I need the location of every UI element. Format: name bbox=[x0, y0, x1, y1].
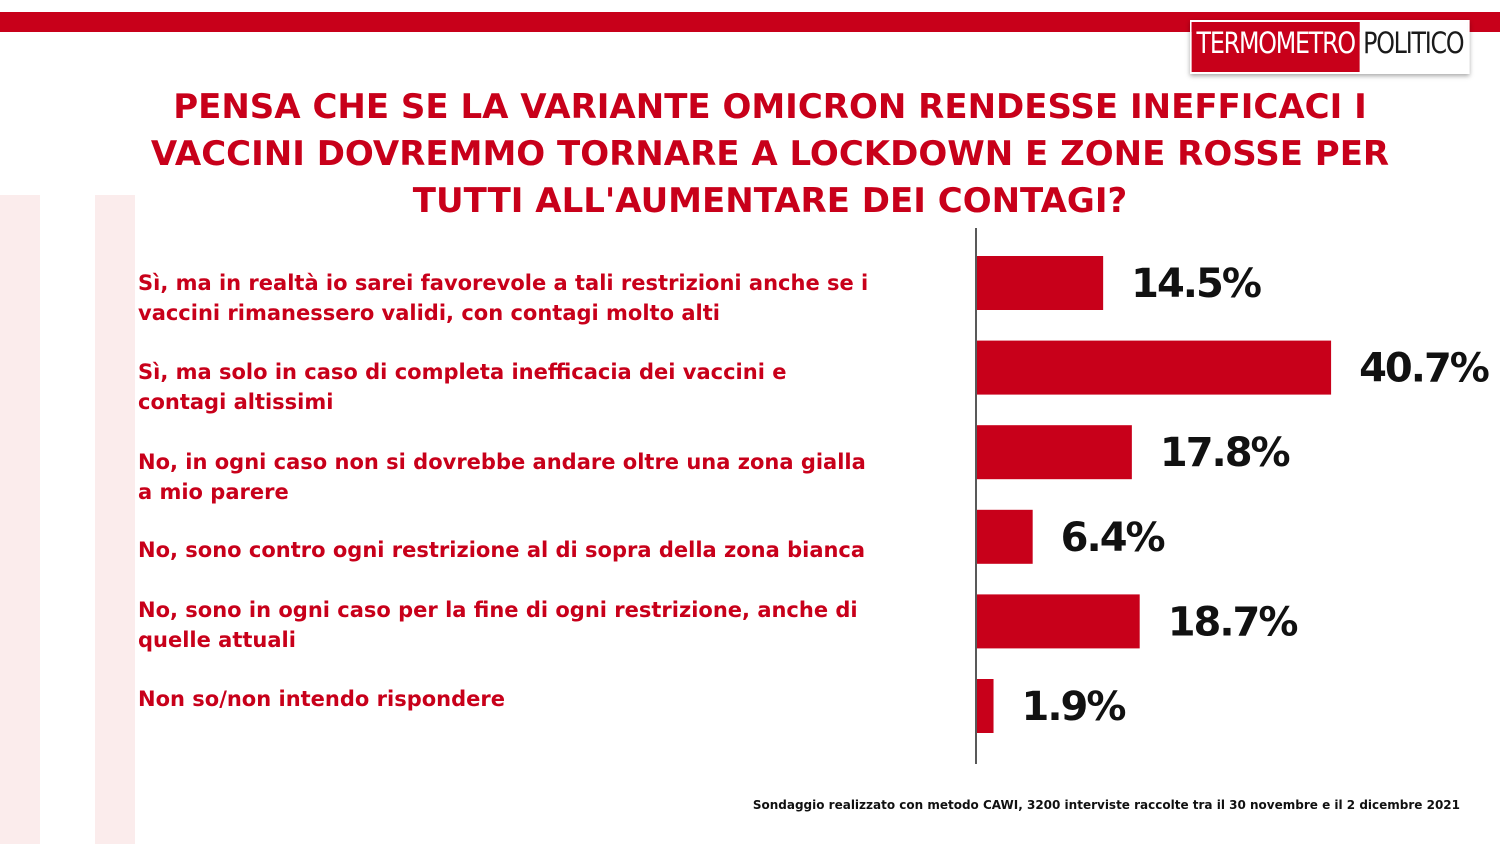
top-bar bbox=[0, 12, 1500, 32]
background-watermark-stroke bbox=[0, 195, 40, 844]
category-label: Non so/non intendo rispondere bbox=[138, 684, 958, 714]
bar-value-label: 1.9% bbox=[1022, 684, 1126, 730]
bar bbox=[977, 340, 1332, 395]
background-watermark-stroke bbox=[95, 195, 135, 844]
bar-value-label: 40.7% bbox=[1359, 346, 1489, 392]
category-label-line: No, in ogni caso non si dovrebbe andare … bbox=[138, 450, 866, 474]
category-label-line: Non so/non intendo rispondere bbox=[138, 687, 505, 711]
bar bbox=[977, 509, 1033, 564]
bar-value-label: 6.4% bbox=[1061, 515, 1165, 561]
category-label-line: quelle attuali bbox=[138, 628, 296, 652]
bars-group: 14.5% 40.7% 17.8% 6.4%18.7% 1.9% bbox=[977, 256, 1491, 733]
termometro-politico-logo: TERMOMETRO POLITICO bbox=[1190, 20, 1470, 74]
chart-title-line: TUTTI ALL'AUMENTARE DEI CONTAGI? bbox=[412, 181, 1128, 221]
bar-value-label: 18.7% bbox=[1168, 599, 1298, 645]
category-label-line: No, sono contro ogni restrizione al di s… bbox=[138, 538, 866, 562]
category-label-line: a mio parere bbox=[138, 480, 289, 504]
category-label: No, in ogni caso non si dovrebbe andare … bbox=[138, 447, 958, 507]
bar bbox=[977, 256, 1104, 310]
logo-text-part-b: POLITICO bbox=[1359, 22, 1469, 72]
category-label: Sì, ma in realtà io sarei favorevole a t… bbox=[138, 268, 958, 328]
logo-text-part-a: TERMOMETRO bbox=[1191, 22, 1360, 72]
category-label-line: Sì, ma in realtà io sarei favorevole a t… bbox=[138, 271, 869, 295]
category-label-line: vaccini rimanessero validi, con contagi … bbox=[138, 301, 720, 325]
category-label: Sì, ma solo in caso di completa ineffica… bbox=[138, 357, 958, 417]
bar-value-label: 17.8% bbox=[1160, 430, 1290, 476]
category-label: No, sono contro ogni restrizione al di s… bbox=[138, 535, 958, 565]
footnote: Sondaggio realizzato con metodo CAWI, 32… bbox=[752, 798, 1460, 812]
category-label: No, sono in ogni caso per la fine di ogn… bbox=[138, 595, 958, 655]
bar bbox=[977, 425, 1132, 480]
category-label-line: No, sono in ogni caso per la fine di ogn… bbox=[138, 598, 858, 622]
chart-title-line: PENSA CHE SE LA VARIANTE OMICRON RENDESS… bbox=[173, 87, 1367, 127]
bar bbox=[977, 594, 1140, 649]
category-label-line: Sì, ma solo in caso di completa ineffica… bbox=[138, 360, 787, 384]
chart-title-line: VACCINI DOVREMMO TORNARE A LOCKDOWN E ZO… bbox=[150, 134, 1390, 174]
bar bbox=[977, 679, 994, 733]
bar-value-label: 14.5% bbox=[1131, 261, 1261, 307]
chart-title: PENSA CHE SE LA VARIANTE OMICRON RENDESS… bbox=[60, 84, 1480, 225]
category-label-line: contagi altissimi bbox=[138, 390, 334, 414]
